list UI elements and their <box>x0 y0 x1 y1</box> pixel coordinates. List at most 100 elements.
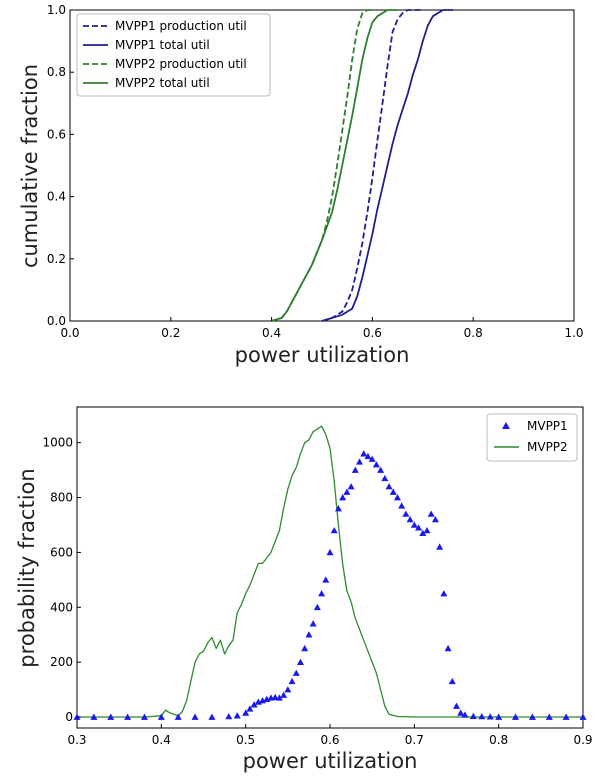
mvpp1-point <box>334 505 342 512</box>
mvpp1-point <box>191 713 199 720</box>
mvpp1-point <box>402 510 410 517</box>
cdf-x-axis-label: power utilization <box>235 343 410 367</box>
mvpp1-point <box>486 713 494 720</box>
mvpp1-legend-swatch <box>502 422 510 429</box>
mvpp1-point <box>250 701 258 708</box>
c2-x-tick-label: 0.5 <box>236 733 255 747</box>
mvpp1-point <box>351 466 359 473</box>
mvpp1-point <box>528 713 536 720</box>
mvpp1-point <box>301 644 309 652</box>
c1-y-tick-label: 0.8 <box>47 65 66 79</box>
mvpp2-line <box>77 425 583 718</box>
mvpp1-point <box>389 488 397 495</box>
mvpp1-point <box>410 521 418 528</box>
cdf-chart: 0.0 0.2 0.4 0.6 0.8 1.0 0.0 0.2 0.4 0.6 0.8 1.0 po… <box>18 3 584 367</box>
mvpp1-point <box>233 712 241 719</box>
mvpp1-total-util-line <box>321 9 453 322</box>
mvpp1-point <box>322 576 330 583</box>
mvpp1-point <box>453 702 460 709</box>
c1-x-tick-label: 0.6 <box>363 326 382 340</box>
mvpp1-point <box>343 488 351 495</box>
mvpp1-point <box>208 713 216 720</box>
c1-x-tick-label: 1.0 <box>564 326 583 340</box>
mvpp1-production-util-line <box>321 9 423 322</box>
c2-y-tick-label: 800 <box>50 491 73 505</box>
cdf-y-ticks: 0.0 0.2 0.4 0.6 0.8 1.0 <box>47 3 74 328</box>
mvpp1-point <box>313 603 321 611</box>
mvpp1-point <box>444 644 452 652</box>
pdf-y-axis-label: probability fraction <box>15 468 39 667</box>
mvpp1-point <box>562 713 570 720</box>
mvpp1-point <box>457 709 465 716</box>
c2-x-tick-label: 0.3 <box>67 733 86 747</box>
c1-y-tick-label: 0.2 <box>47 252 66 266</box>
pdf-series-lines <box>77 425 583 718</box>
mvpp1-point <box>372 461 380 468</box>
mvpp1-point <box>415 524 423 531</box>
c2-y-tick-label: 400 <box>50 600 73 614</box>
mvpp1-total-util-legend-label: MVPP1 total util <box>115 38 210 52</box>
c2-x-tick-label: 0.7 <box>405 733 424 747</box>
mvpp1-point <box>246 705 254 712</box>
mvpp1-point <box>140 713 148 720</box>
mvpp1-point <box>398 502 406 509</box>
pdf-legend-box <box>486 413 578 462</box>
c2-y-tick-label: 600 <box>50 545 73 559</box>
mvpp1-point <box>288 677 296 685</box>
c1-x-tick-label: 0.4 <box>262 326 281 340</box>
mvpp1-point <box>157 713 165 720</box>
mvpp1-point <box>478 712 486 720</box>
mvpp1-point <box>469 712 477 720</box>
c1-y-tick-label: 1.0 <box>47 3 66 17</box>
c2-x-tick-label: 0.8 <box>489 733 508 747</box>
mvpp1-point <box>545 713 553 720</box>
pdf-legend: MVPP1 MVPP2 <box>486 413 578 462</box>
mvpp1-point <box>296 658 304 665</box>
mvpp1-point <box>512 713 520 720</box>
mvpp2-production-util-legend-label: MVPP2 production util <box>115 57 247 71</box>
mvpp1-point <box>385 483 393 490</box>
mvpp1-point <box>381 474 389 482</box>
mvpp1-point <box>292 669 300 676</box>
mvpp1-point <box>330 526 338 534</box>
mvpp2-production-util-line <box>271 9 373 322</box>
mvpp1-point <box>225 712 233 720</box>
mvpp1-point <box>280 691 288 698</box>
c1-y-tick-label: 0.4 <box>47 190 66 204</box>
mvpp1-point <box>377 466 385 473</box>
c2-x-tick-label: 0.6 <box>320 733 339 747</box>
mvpp1-point <box>284 686 292 693</box>
mvpp1-point <box>356 458 364 465</box>
c2-x-tick-label: 0.4 <box>152 733 171 747</box>
c1-y-tick-label: 0.0 <box>47 314 66 328</box>
mvpp1-point <box>242 709 250 716</box>
mvpp1-point <box>436 543 444 550</box>
mvpp1-point <box>419 529 427 537</box>
mvpp1-point <box>271 693 279 701</box>
cdf-legend: MVPP1 production util MVPP1 total util MVP… <box>76 13 271 97</box>
mvpp1-point <box>393 494 401 501</box>
mvpp1-production-util-legend-label: MVPP1 production util <box>115 19 247 33</box>
mvpp1-point <box>368 455 376 462</box>
pdf-x-axis-label: power utilization <box>243 749 418 773</box>
mvpp1-point <box>495 713 503 720</box>
mvpp1-point <box>309 620 317 627</box>
mvpp1-point <box>305 631 313 638</box>
mvpp1-point <box>347 483 355 490</box>
c2-x-tick-label: 0.9 <box>573 733 592 747</box>
mvpp2-legend-label: MVPP2 <box>527 440 568 454</box>
mvpp1-point <box>427 510 435 517</box>
mvpp2-total-util-line <box>271 9 398 322</box>
pdf-x-ticks: 0.3 0.4 0.5 0.6 0.7 0.8 0.9 <box>67 724 593 747</box>
c2-y-tick-label: 1000 <box>42 436 73 450</box>
mvpp1-point <box>423 526 431 534</box>
c1-x-tick-label: 0.8 <box>464 326 483 340</box>
c1-x-tick-label: 0.0 <box>60 326 79 340</box>
mvpp1-point <box>107 713 115 720</box>
c1-y-tick-label: 0.6 <box>47 127 66 141</box>
mvpp1-point <box>431 515 439 523</box>
mvpp1-point <box>174 713 182 720</box>
pdf-chart: 0.3 0.4 0.5 0.6 0.7 0.8 0.9 02004006008001000 … <box>15 406 593 773</box>
c1-x-tick-label: 0.2 <box>161 326 180 340</box>
